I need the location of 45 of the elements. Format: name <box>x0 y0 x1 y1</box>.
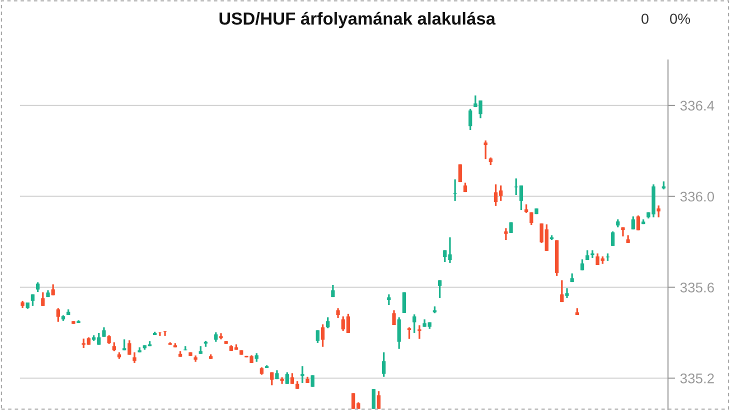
candlestick <box>372 388 376 410</box>
candlestick <box>300 365 304 384</box>
candlestick <box>310 374 314 388</box>
text: 0 <box>642 14 648 24</box>
candlestick <box>610 230 615 247</box>
candlestick <box>636 214 640 232</box>
candlestick <box>392 309 396 326</box>
candlestick <box>214 331 218 343</box>
candlestick <box>36 281 40 293</box>
candlestick <box>331 284 335 298</box>
candlestick <box>163 330 167 337</box>
candlestick <box>270 371 274 386</box>
candlestick <box>56 307 60 323</box>
candlestick <box>102 326 106 338</box>
candlestick <box>484 140 488 160</box>
candlestick <box>285 371 289 385</box>
candlestick <box>656 204 660 218</box>
candlestick <box>397 316 401 350</box>
candlestick <box>530 211 534 226</box>
candlestick <box>560 279 564 303</box>
candlestick <box>132 351 136 364</box>
candlestick <box>412 313 416 334</box>
candlestick <box>590 249 594 259</box>
candlestick <box>376 390 381 410</box>
candlestick <box>418 324 422 340</box>
candlestick <box>407 326 412 340</box>
y-tick-label: 335.2 <box>680 374 714 384</box>
candlestick <box>565 287 569 299</box>
chart-title: USD/HUF árfolyamának alakulása <box>220 12 496 28</box>
candlestick <box>128 339 132 356</box>
candlestick <box>316 329 320 344</box>
candlestick <box>468 108 472 131</box>
candlestick <box>631 216 635 230</box>
y-tick-label: 335.6 <box>680 282 714 292</box>
candlestick <box>336 307 340 319</box>
candlestick <box>320 323 325 348</box>
candlestick <box>382 351 386 378</box>
candlestick <box>438 279 442 299</box>
candlestick <box>290 372 294 385</box>
text: 0% <box>670 14 690 24</box>
y-tick-label: 336.4 <box>680 100 714 111</box>
candlestick <box>41 291 45 307</box>
candlestick <box>504 227 508 241</box>
candlestick <box>326 316 330 330</box>
y-tick-label: 336.0 <box>680 192 714 202</box>
